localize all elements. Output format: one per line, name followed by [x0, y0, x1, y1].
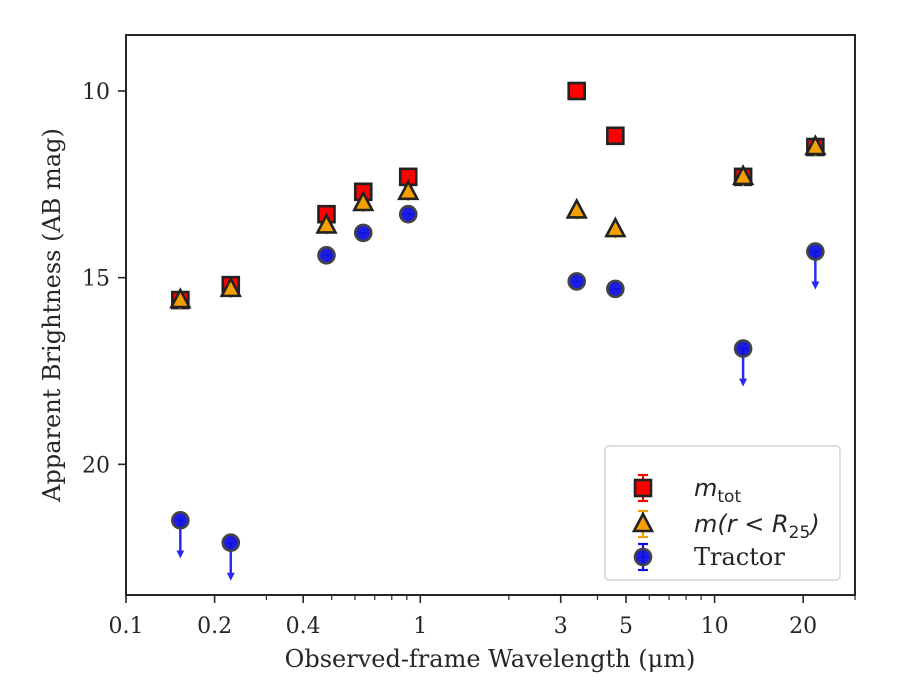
mr25-point: [731, 164, 755, 186]
y-axis-label: Apparent Brightness (AB mag): [38, 128, 66, 503]
tractor-point: [171, 511, 190, 530]
mr25-point: [169, 287, 192, 309]
y-tick-label: 15: [82, 267, 110, 292]
tractor-point: [733, 339, 753, 358]
tractor-point: [398, 204, 418, 224]
x-tick-label: 5: [619, 614, 633, 639]
tractor-point: [806, 242, 825, 261]
x-axis-label: Observed-frame Wavelength (μm): [285, 645, 696, 673]
mr25-point: [315, 212, 338, 234]
tractor-point: [317, 245, 336, 265]
tractor-point: [567, 272, 587, 291]
mr25-point: [352, 190, 375, 212]
legend-marker-tractor: [633, 547, 653, 567]
tractor-point: [221, 533, 241, 553]
mtot-point: [567, 81, 587, 101]
mr25-point: [219, 276, 242, 298]
legend-box: [604, 445, 841, 581]
mr25-point: [565, 197, 588, 219]
tractor-point: [353, 223, 373, 243]
legend-marker-mtot: [633, 478, 653, 498]
legend-marker-mr25: [631, 511, 655, 533]
axis-ticks: 0.1 0.2 0.4 1 3 5 10 20 10 15 20: [82, 80, 856, 639]
x-tick-label: 0.2: [197, 614, 232, 639]
x-tick-label: 1: [413, 614, 427, 639]
tractor-point: [606, 279, 625, 299]
legend-label-mr25: m(r < R25): [694, 510, 820, 543]
x-tick-label: 3: [554, 614, 568, 639]
plot-frame: [125, 34, 856, 596]
mr25-point: [397, 179, 420, 201]
y-tick-label: 20: [82, 453, 110, 478]
data-points: [169, 81, 827, 581]
x-tick-label: 20: [789, 614, 817, 639]
x-tick-label: 0.1: [109, 614, 144, 639]
x-tick-label: 0.4: [286, 614, 321, 639]
mtot-point: [606, 126, 625, 146]
legend-label-mtot: mtot: [694, 474, 741, 507]
mr25-point: [804, 134, 827, 156]
y-tick-label: 10: [82, 80, 110, 105]
mr25-point: [604, 216, 627, 238]
x-tick-label: 10: [701, 614, 729, 639]
legend-label-tractor: Tractor: [694, 543, 785, 571]
